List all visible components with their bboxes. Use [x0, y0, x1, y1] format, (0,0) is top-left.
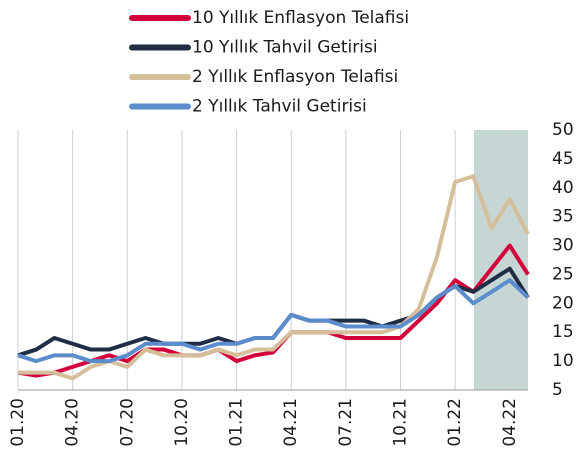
x-tick-label: 04.20: [63, 398, 83, 447]
x-tick-label: 07.20: [117, 398, 137, 447]
series-line: [17, 243, 530, 378]
x-tick-label: 10.21: [391, 398, 411, 447]
x-tick-label: 01.21: [227, 398, 247, 447]
y-tick-label: 20: [552, 293, 574, 313]
x-tick-label: 10.20: [172, 398, 192, 447]
y-tick-label: 10: [552, 351, 574, 371]
y-tick-label: 5: [552, 380, 563, 400]
x-tick-label: 01.22: [445, 398, 465, 447]
legend-label: 2 Yıllık Tahvil Getirisi: [192, 97, 367, 117]
y-tick-label: 25: [552, 264, 574, 284]
x-tick-label: 07.21: [336, 398, 356, 447]
y-tick-label: 15: [552, 322, 574, 342]
y-tick-label: 30: [552, 236, 574, 256]
legend-label: 10 Yıllık Tahvil Getirisi: [192, 38, 378, 58]
x-tick-label: 01.20: [8, 398, 28, 447]
x-tick-label: 04.22: [500, 398, 520, 447]
y-tick-label: 45: [552, 149, 574, 169]
y-tick-label: 50: [552, 120, 574, 140]
y-tick-label: 40: [552, 178, 574, 198]
x-tick-label: 04.21: [281, 398, 301, 447]
series-line: [17, 278, 530, 364]
legend-label: 10 Yıllık Enflasyon Telafisi: [192, 8, 409, 28]
legend-label: 2 Yıllık Enflasyon Telafisi: [192, 67, 398, 87]
y-tick-label: 35: [552, 207, 574, 227]
